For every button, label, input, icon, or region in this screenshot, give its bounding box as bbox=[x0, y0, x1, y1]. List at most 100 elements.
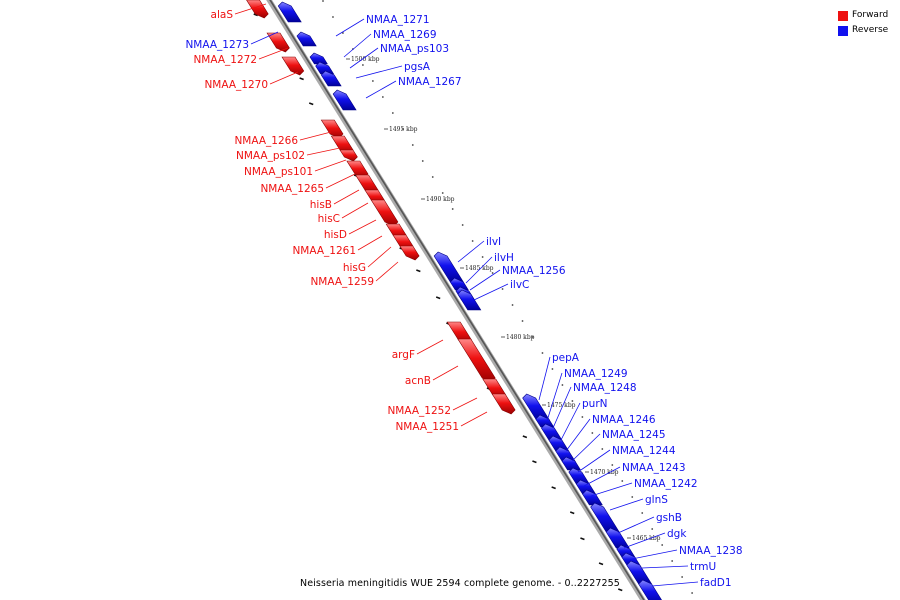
gene-leader-line bbox=[367, 246, 392, 268]
gene-label-acnb[interactable]: acnB bbox=[405, 375, 431, 387]
gene-label-nmaa_ps103[interactable]: NMAA_ps103 bbox=[380, 43, 449, 55]
gene-block-nmaa_ps103[interactable] bbox=[315, 61, 335, 75]
gene-block-pgsa[interactable] bbox=[320, 70, 342, 87]
gene-label-nmaa_1251[interactable]: NMAA_1251 bbox=[395, 421, 459, 433]
scale-tick-label: 1480 kbp bbox=[506, 334, 535, 341]
gene-leader-line bbox=[552, 386, 572, 429]
gene-leader-line bbox=[269, 71, 299, 85]
gene-label-nmaa_1252[interactable]: NMAA_1252 bbox=[387, 405, 451, 417]
gene-label-nmaa_1269[interactable]: NMAA_1269 bbox=[373, 29, 437, 41]
gene-block-ilvh[interactable] bbox=[449, 277, 469, 291]
gene-label-hisc[interactable]: hisC bbox=[318, 213, 340, 225]
gene-block-trmu[interactable] bbox=[626, 560, 653, 585]
gene-block-nmaa_1244[interactable] bbox=[568, 467, 590, 485]
gene-label-argf[interactable]: argF bbox=[392, 349, 415, 361]
gene-label-nmaa_ps101[interactable]: NMAA_ps101 bbox=[244, 166, 313, 178]
gene-block-nmaa_1273[interactable] bbox=[277, 1, 302, 23]
gene-label-dgk[interactable]: dgk bbox=[667, 528, 687, 540]
scale-tick-label: 1470 kbp bbox=[590, 469, 619, 476]
gene-label-purn[interactable]: purN bbox=[582, 398, 608, 410]
gene-label-nmaa_1273[interactable]: NMAA_1273 bbox=[185, 39, 249, 51]
gene-leader-line bbox=[258, 47, 289, 60]
gene-label-alas[interactable]: alaS bbox=[211, 9, 234, 21]
gene-block-pepa[interactable] bbox=[522, 393, 550, 421]
gene-leader-line bbox=[538, 356, 551, 401]
gene-label-trmu[interactable]: trmU bbox=[690, 561, 716, 573]
gene-label-fadd1[interactable]: fadD1 bbox=[700, 577, 732, 589]
gene-label-nmaa_1246[interactable]: NMAA_1246 bbox=[592, 414, 656, 426]
gene-label-nmaa_1271[interactable]: NMAA_1271 bbox=[366, 14, 430, 26]
gene-leader-line bbox=[473, 283, 509, 301]
gene-block-nmaa_1267[interactable] bbox=[332, 89, 357, 111]
gene-block-ilvc[interactable] bbox=[457, 289, 482, 311]
gene-label-nmaa_1245[interactable]: NMAA_1245 bbox=[602, 429, 666, 441]
gene-label-nmaa_ps102[interactable]: NMAA_ps102 bbox=[236, 150, 305, 162]
gene-block-nmaa_1245[interactable] bbox=[561, 456, 582, 471]
gene-label-hisd[interactable]: hisD bbox=[324, 229, 347, 241]
gene-label-nmaa_1244[interactable]: NMAA_1244 bbox=[612, 445, 676, 457]
gene-block-nmaa_1271[interactable] bbox=[296, 31, 317, 47]
gene-label-glns[interactable]: glnS bbox=[645, 494, 668, 506]
gene-label-pepa[interactable]: pepA bbox=[552, 352, 580, 364]
gene-block-acnb[interactable] bbox=[457, 338, 496, 383]
gene-block-gshb[interactable] bbox=[605, 527, 630, 549]
gene-block-nmaa_1270[interactable] bbox=[281, 56, 305, 76]
forward-swatch bbox=[838, 10, 848, 21]
gene-label-nmaa_1259[interactable]: NMAA_1259 bbox=[310, 276, 374, 288]
gene-label-gshb[interactable]: gshB bbox=[656, 512, 682, 524]
gene-label-hisg[interactable]: hisG bbox=[343, 262, 366, 274]
gene-leader-line bbox=[631, 549, 678, 560]
gene-label-nmaa_1256[interactable]: NMAA_1256 bbox=[502, 265, 566, 277]
gene-label-pgsa[interactable]: pgsA bbox=[404, 61, 431, 73]
gene-block-purn[interactable] bbox=[548, 435, 570, 452]
gene-block-nmaa_1248[interactable] bbox=[540, 423, 563, 441]
gene-leader-line bbox=[565, 418, 591, 452]
gene-leader-line bbox=[349, 47, 379, 69]
gene-leader-line bbox=[365, 80, 397, 99]
legend: Forward Reverse bbox=[838, 8, 888, 38]
gene-leader-line bbox=[609, 498, 644, 511]
gene-label-ilvh[interactable]: ilvH bbox=[494, 252, 514, 264]
gene-label-nmaa_1272[interactable]: NMAA_1272 bbox=[193, 54, 257, 66]
gene-label-nmaa_1242[interactable]: NMAA_1242 bbox=[634, 478, 698, 490]
gene-leader-line bbox=[452, 397, 478, 411]
gene-block-alas[interactable] bbox=[246, 0, 269, 19]
gene-label-nmaa_1270[interactable]: NMAA_1270 bbox=[204, 79, 268, 91]
gene-label-nmaa_1238[interactable]: NMAA_1238 bbox=[679, 545, 743, 557]
gene-leader-line bbox=[234, 3, 267, 15]
gene-block-fadd1[interactable] bbox=[638, 579, 665, 600]
gene-block-ilvi[interactable] bbox=[433, 251, 464, 283]
gene-leader-line bbox=[335, 18, 365, 37]
gene-block-glns[interactable] bbox=[590, 502, 620, 533]
gene-block-nmaa_1243[interactable] bbox=[575, 479, 597, 495]
gene-block-nmaa_1272[interactable] bbox=[266, 32, 290, 53]
gene-block-nmaa_1259[interactable] bbox=[399, 245, 420, 261]
gene-label-nmaa_1265[interactable]: NMAA_1265 bbox=[260, 183, 324, 195]
gene-label-ilvi[interactable]: ilvI bbox=[486, 236, 501, 248]
gene-block-nmaa_1249[interactable] bbox=[535, 414, 555, 428]
gene-label-nmaa_1248[interactable]: NMAA_1248 bbox=[573, 382, 637, 394]
gene-leader-line bbox=[341, 202, 369, 219]
gene-label-nmaa_1267[interactable]: NMAA_1267 bbox=[398, 76, 462, 88]
gene-leader-line bbox=[577, 449, 611, 473]
gene-block-nmaa_1246[interactable] bbox=[555, 446, 577, 463]
gene-block-nmaa_1269[interactable] bbox=[309, 52, 328, 65]
gene-label-ilvc[interactable]: ilvC bbox=[510, 279, 529, 291]
gene-block-dgk[interactable] bbox=[616, 544, 636, 559]
scale-tick-label: 1465 kbp bbox=[632, 535, 661, 542]
gene-leader-line bbox=[583, 466, 621, 487]
gene-block-nmaa_1242[interactable] bbox=[582, 489, 603, 506]
gene-label-nmaa_1261[interactable]: NMAA_1261 bbox=[292, 245, 356, 257]
gene-block-nmaa_1251[interactable] bbox=[491, 393, 516, 415]
gene-label-nmaa_1249[interactable]: NMAA_1249 bbox=[564, 368, 628, 380]
gene-leader-line bbox=[355, 65, 403, 79]
legend-forward: Forward bbox=[838, 8, 888, 23]
gene-label-nmaa_1266[interactable]: NMAA_1266 bbox=[234, 135, 298, 147]
gene-label-nmaa_1243[interactable]: NMAA_1243 bbox=[622, 462, 686, 474]
reverse-swatch bbox=[838, 25, 848, 36]
gene-leader-line bbox=[590, 482, 633, 497]
gene-block-nmaa_1266[interactable] bbox=[320, 119, 344, 139]
gene-block-nmaa_ps101[interactable] bbox=[339, 149, 358, 162]
scale-tick-label: 1485 kbp bbox=[465, 265, 494, 272]
gene-label-hisb[interactable]: hisB bbox=[310, 199, 332, 211]
